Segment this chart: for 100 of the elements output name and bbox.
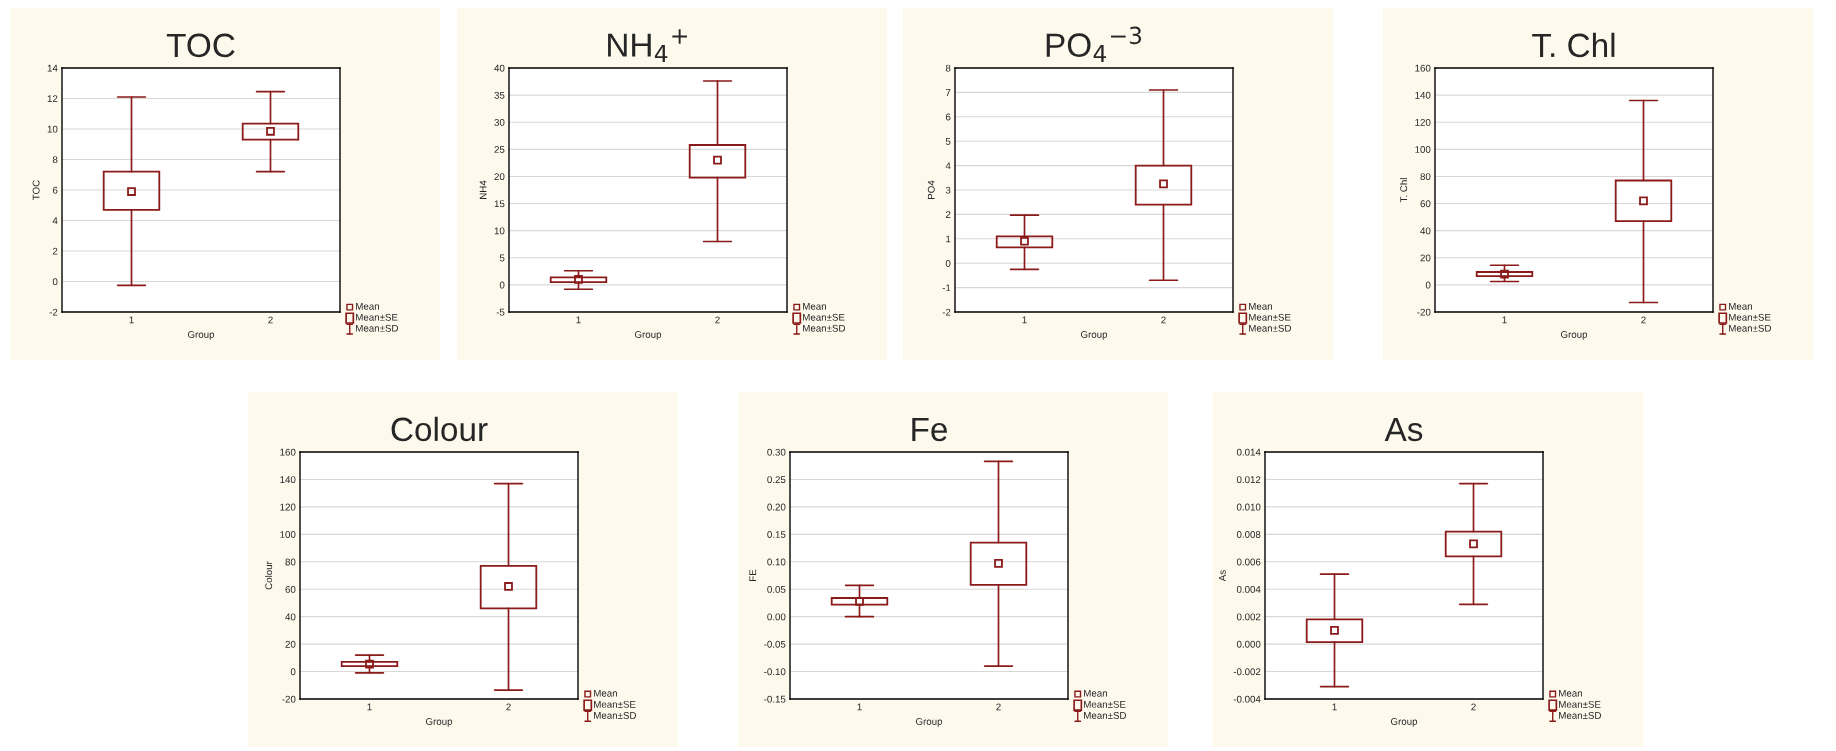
text: Mean±SE — [594, 700, 636, 708]
x-tick-label: 2 — [506, 703, 511, 711]
y-tick-label: 20 — [1420, 254, 1431, 262]
y-tick-label: 2 — [945, 211, 951, 218]
y-tick-label: -2 — [49, 308, 58, 316]
y-tick-label: 0.30 — [767, 448, 786, 456]
y-tick-label: 0.002 — [1236, 613, 1261, 621]
text: Mean — [594, 689, 617, 697]
y-tick-label: 60 — [1420, 200, 1431, 208]
y-tick-label: 0 — [499, 281, 505, 289]
chart-title: Fe — [912, 417, 947, 442]
x-tick-label: 2 — [268, 316, 273, 324]
y-tick-label: 0.15 — [767, 531, 786, 538]
y-tick-label: 140 — [280, 476, 296, 484]
y-tick-label: -0.15 — [764, 695, 786, 703]
x-axis-title: Group — [187, 331, 215, 340]
y-tick-label: 100 — [1415, 146, 1431, 153]
chart-title: As — [1384, 417, 1423, 442]
text: Mean±SD — [1084, 712, 1126, 719]
x-tick-label: 1 — [1502, 316, 1507, 324]
y-tick-label: 25 — [494, 146, 505, 153]
text: Mean±SD — [356, 324, 398, 332]
y-tick-label: 0.010 — [1236, 503, 1261, 511]
y-tick-label: 0 — [290, 668, 296, 676]
x-axis-title: Group — [1560, 331, 1588, 340]
x-tick-label: 2 — [715, 316, 720, 324]
text: Mean — [356, 302, 379, 310]
text: Mean — [1559, 689, 1582, 697]
y-tick-label: 60 — [285, 585, 296, 593]
y-tick-label: -0.10 — [764, 668, 786, 676]
text: Mean — [803, 302, 826, 310]
y-tick-label: -0.05 — [764, 640, 786, 648]
text: Mean±SE — [1249, 313, 1291, 321]
y-tick-label: -5 — [496, 308, 505, 316]
chart-title: TOC — [166, 33, 235, 58]
y-tick-label: 0 — [1425, 281, 1431, 289]
y-tick-label: 40 — [285, 613, 296, 621]
chart-title: NH$_{4}$$^{+}$ — [608, 29, 687, 63]
text: Mean±SE — [1559, 700, 1601, 708]
x-tick-label: 2 — [1161, 316, 1166, 324]
y-tick-label: 160 — [280, 448, 296, 456]
y-tick-label: 160 — [1415, 64, 1431, 72]
x-tick-label: 1 — [1022, 316, 1027, 324]
y-tick-label: 15 — [494, 200, 505, 208]
y-tick-label: 0 — [52, 278, 58, 286]
y-tick-label: 0.000 — [1236, 640, 1261, 648]
y-tick-label: 0.25 — [767, 476, 786, 484]
y-tick-label: 0.014 — [1236, 448, 1261, 456]
text: Mean±SE — [356, 313, 398, 321]
y-tick-label: 6 — [945, 113, 951, 121]
text: Mean — [1249, 302, 1272, 310]
x-tick-label: 2 — [1471, 703, 1476, 711]
chart-title: PO$_{4}$$^{−3}$ — [1046, 26, 1142, 63]
y-tick-label: -0.002 — [1233, 668, 1261, 676]
y-tick-label: 0.004 — [1236, 585, 1261, 593]
y-tick-label: 0.05 — [767, 585, 786, 593]
y-axis-title: Colour — [265, 561, 273, 590]
y-tick-label: 0.20 — [767, 503, 786, 511]
y-tick-label: 5 — [499, 254, 505, 262]
text: Mean±SD — [1249, 324, 1291, 332]
y-tick-label: 8 — [945, 64, 951, 72]
x-tick-label: 1 — [367, 703, 372, 711]
y-tick-label: 0.008 — [1236, 531, 1261, 538]
y-tick-label: 3 — [945, 186, 951, 194]
y-tick-label: -2 — [942, 308, 951, 316]
text: Mean±SD — [1559, 712, 1601, 719]
y-tick-label: 10 — [47, 125, 58, 133]
y-tick-label: 0.006 — [1236, 558, 1261, 566]
y-tick-label: 2 — [52, 247, 58, 255]
x-axis-title: Group — [1390, 718, 1418, 727]
text: Mean — [1084, 689, 1107, 697]
text: Mean±SE — [803, 313, 845, 321]
text: Mean±SE — [1084, 700, 1126, 708]
y-tick-label: 20 — [494, 173, 505, 181]
x-axis-title: Group — [425, 718, 453, 727]
x-tick-label: 2 — [1641, 316, 1646, 324]
y-tick-label: 0.00 — [767, 613, 786, 621]
y-tick-label: -1 — [942, 284, 951, 292]
y-tick-label: 100 — [280, 531, 296, 538]
y-tick-label: 40 — [494, 64, 505, 72]
y-tick-label: 40 — [1420, 227, 1431, 235]
y-tick-label: 10 — [494, 227, 505, 235]
y-axis-title: TOC — [32, 180, 40, 200]
y-tick-label: -0.004 — [1233, 695, 1261, 703]
chart-title: T. Chl — [1532, 32, 1615, 58]
y-tick-label: 6 — [52, 186, 58, 194]
text: Mean — [1729, 302, 1752, 310]
y-tick-label: 4 — [52, 217, 58, 225]
y-tick-label: 30 — [494, 118, 505, 126]
y-tick-label: 80 — [1420, 173, 1431, 181]
y-tick-label: 140 — [1415, 91, 1431, 99]
y-tick-label: 120 — [1415, 118, 1431, 126]
text: Mean±SD — [594, 712, 636, 719]
y-tick-label: 0 — [945, 259, 951, 267]
y-tick-label: 1 — [946, 235, 951, 243]
y-tick-label: -20 — [1417, 308, 1431, 316]
y-tick-label: 12 — [47, 95, 58, 103]
y-axis-title: FE — [749, 569, 757, 581]
text: Mean±SD — [1729, 324, 1771, 332]
y-tick-label: 8 — [52, 156, 58, 164]
